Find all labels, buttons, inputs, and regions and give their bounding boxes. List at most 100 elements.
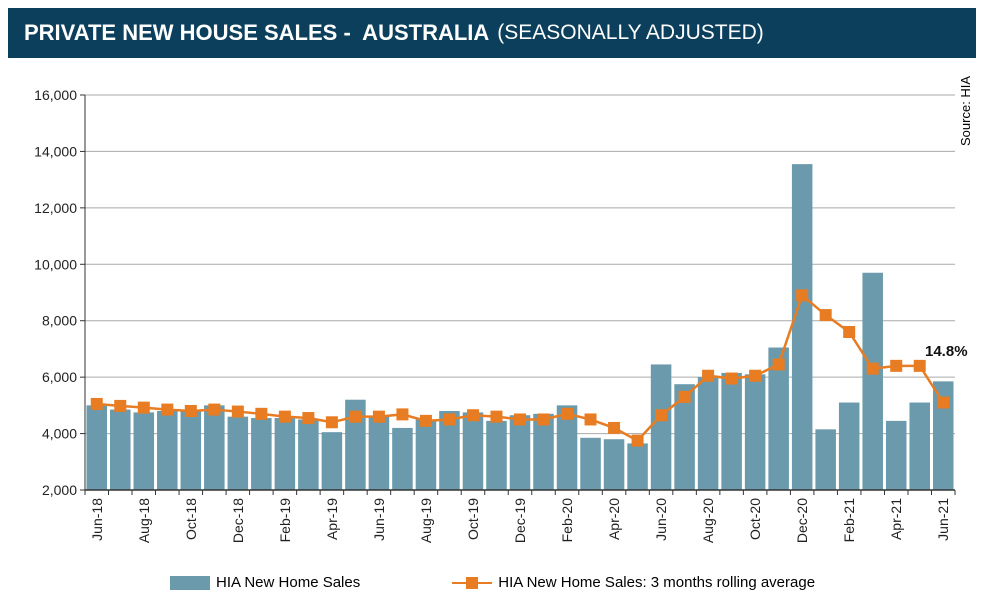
rolling-average-marker	[631, 434, 644, 447]
bar	[533, 413, 554, 490]
bar	[791, 164, 813, 490]
bar	[133, 412, 155, 490]
bar	[768, 347, 789, 490]
bar	[509, 415, 531, 490]
bar	[157, 411, 178, 490]
legend-line-swatch	[452, 576, 493, 590]
rolling-average-marker	[325, 416, 338, 429]
y-tick-label: 8,000	[42, 313, 77, 329]
bar	[815, 429, 836, 490]
rolling-average-marker	[937, 396, 950, 409]
rolling-average-marker	[749, 369, 762, 382]
bar	[650, 364, 672, 490]
rolling-average-marker	[772, 358, 785, 371]
y-tick-label: 6,000	[42, 369, 77, 385]
source-note: Source: HIA	[958, 75, 973, 146]
bar	[321, 432, 343, 490]
bar	[415, 419, 437, 490]
bar	[251, 418, 272, 490]
rolling-average-marker	[161, 403, 174, 416]
bar	[180, 411, 202, 490]
legend-bar-swatch	[170, 575, 210, 590]
rolling-average-marker	[678, 390, 691, 403]
annotation-label: 14.8%	[925, 343, 968, 360]
bar	[674, 384, 695, 490]
rolling-average-marker	[725, 372, 738, 385]
x-tick-label: Apr-21	[888, 498, 904, 540]
rolling-average-marker	[372, 410, 385, 423]
y-tick-label: 12,000	[34, 200, 77, 216]
bar	[392, 427, 413, 490]
y-tick-label: 14,000	[34, 143, 77, 159]
rolling-average-marker	[913, 359, 926, 372]
bar	[298, 419, 319, 490]
rolling-average-marker	[843, 326, 856, 338]
x-tick-label: Dec-20	[794, 498, 810, 543]
rolling-average-marker	[302, 412, 315, 425]
chart-subtitle: (SEASONALLY ADJUSTED)	[497, 21, 764, 44]
bar	[744, 374, 766, 490]
y-tick-label: 4,000	[42, 426, 77, 442]
rolling-average-marker	[466, 409, 479, 422]
rolling-average-marker	[184, 405, 197, 417]
y-tick-label: 2,000	[42, 482, 77, 498]
x-tick-label: Jun-18	[89, 498, 105, 541]
bar	[439, 411, 460, 490]
x-tick-label: Jun-21	[935, 498, 951, 541]
x-tick-label: Apr-19	[324, 498, 340, 540]
bar	[274, 418, 296, 490]
x-tick-label: Aug-19	[418, 498, 434, 543]
x-tick-label: Aug-18	[136, 498, 152, 543]
x-tick-label: Dec-18	[230, 498, 246, 543]
x-tick-label: Apr-20	[606, 498, 622, 540]
bar	[368, 416, 390, 490]
bar	[909, 402, 930, 490]
x-tick-label: Aug-20	[700, 498, 716, 543]
chart-title: PRIVATE NEW HOUSE SALES - AUSTRALIA	[24, 20, 490, 45]
x-tick-label: Oct-19	[465, 498, 481, 540]
bar	[603, 439, 625, 490]
rolling-average-marker	[419, 414, 432, 427]
rolling-average-marker	[796, 289, 809, 302]
rolling-average-marker	[514, 413, 526, 426]
rolling-average-marker	[537, 413, 550, 426]
x-tick-label: Oct-18	[183, 498, 199, 540]
bar	[110, 409, 131, 490]
bar	[556, 405, 578, 490]
rolling-average-marker	[231, 405, 244, 418]
rolling-average-marker	[396, 408, 409, 421]
bar	[885, 420, 907, 490]
rolling-average-marker	[702, 369, 715, 382]
legend: HIA New Home Sales HIA New Home Sales: 3…	[170, 574, 815, 591]
bar	[462, 412, 484, 490]
x-tick-label: Jun-20	[653, 498, 669, 541]
rolling-average-marker	[890, 359, 903, 372]
bar	[627, 443, 648, 490]
rolling-average-marker	[490, 410, 503, 423]
rolling-average-marker	[866, 362, 879, 375]
y-tick-label: 10,000	[34, 256, 77, 272]
bar	[862, 272, 883, 490]
x-tick-label: Feb-21	[841, 498, 857, 543]
bar	[697, 377, 719, 490]
x-tick-label: Feb-19	[277, 498, 293, 543]
x-tick-label: Jun-19	[371, 498, 387, 541]
bar	[486, 420, 507, 490]
rolling-average-marker	[278, 410, 291, 423]
y-tick-label: 16,000	[34, 87, 77, 103]
rolling-average-marker	[255, 407, 268, 420]
rolling-average-marker	[819, 309, 832, 322]
bar	[838, 402, 860, 490]
legend-label-line: HIA New Home Sales: 3 months rolling ave…	[498, 574, 816, 591]
bar	[580, 437, 601, 490]
bar	[227, 416, 249, 490]
rolling-average-marker	[561, 407, 574, 420]
rolling-average-marker	[584, 413, 597, 426]
x-tick-label: Feb-20	[559, 498, 575, 543]
title-bar: PRIVATE NEW HOUSE SALES - AUSTRALIA (SEA…	[8, 8, 976, 58]
rolling-average-marker	[114, 399, 127, 412]
bar	[721, 372, 742, 490]
rolling-average-marker	[208, 403, 221, 416]
bar	[204, 405, 225, 490]
